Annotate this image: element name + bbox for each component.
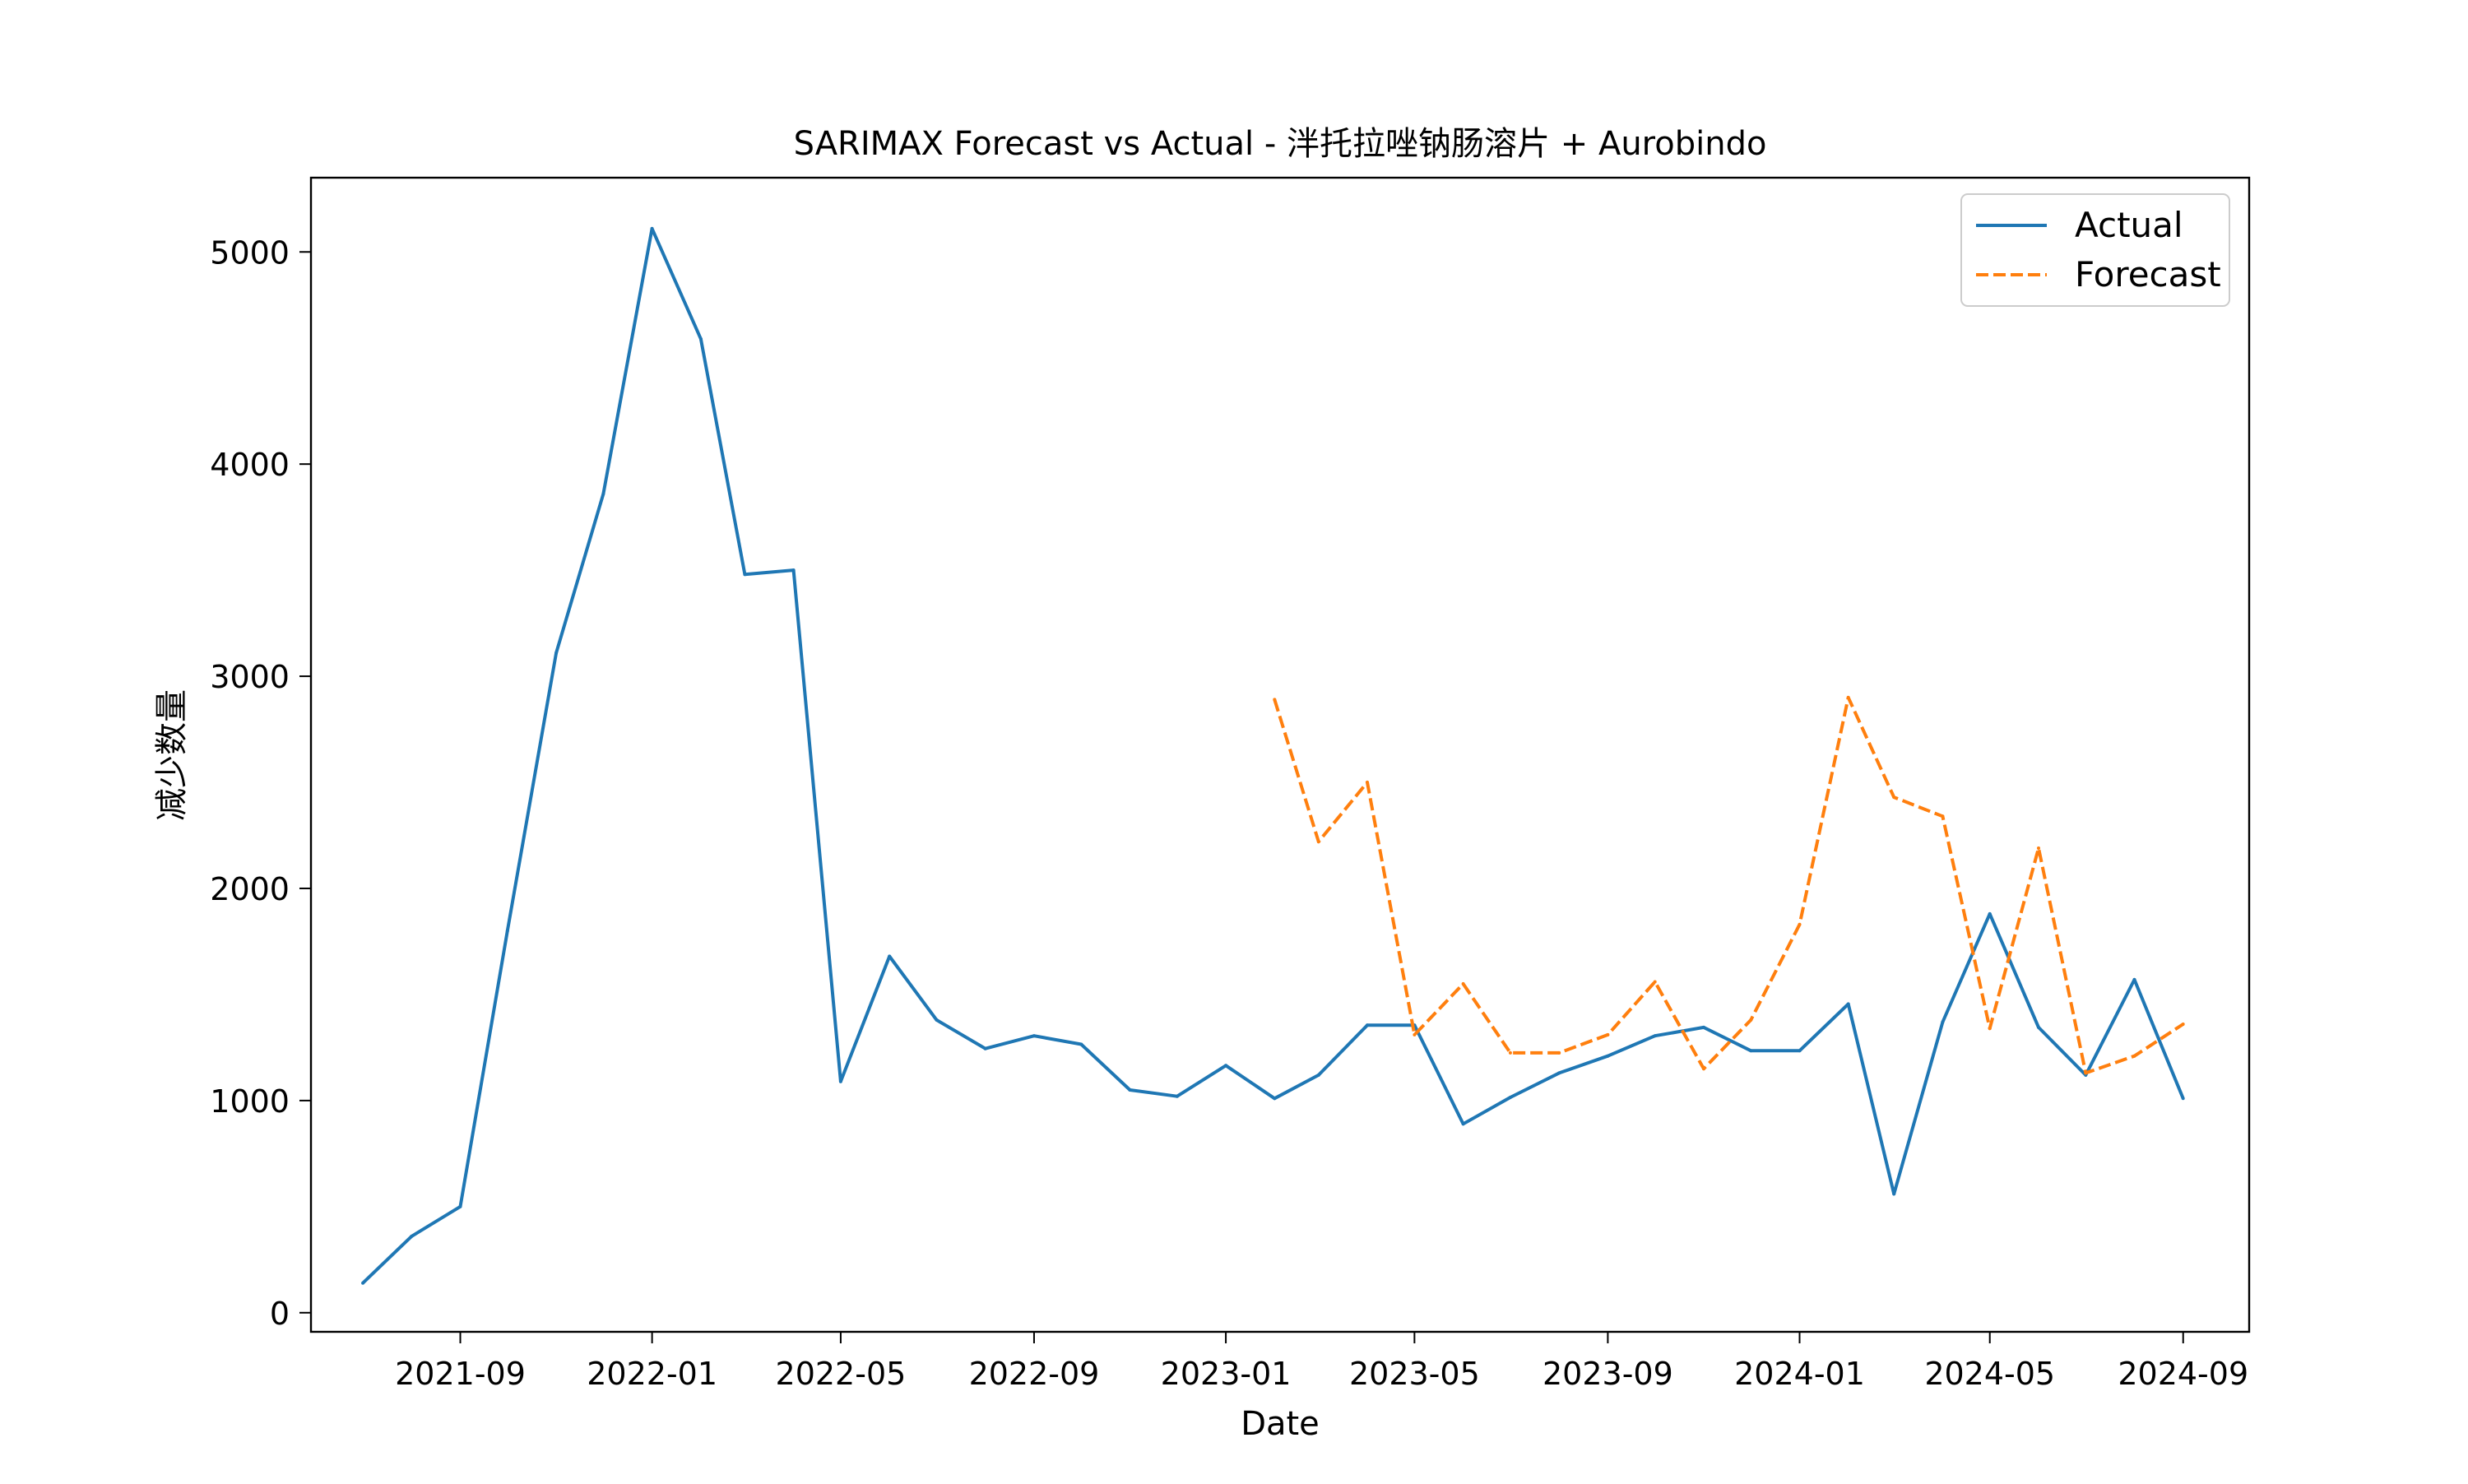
data-point-actual: [1557, 1071, 1561, 1075]
y-tick-label: 3000: [210, 659, 290, 695]
data-point-forecast: [2181, 1023, 2185, 1026]
data-point-actual: [361, 1281, 365, 1285]
data-point-actual: [1366, 1023, 1369, 1027]
x-tick-label: 2022-09: [969, 1356, 1100, 1392]
data-point-forecast: [2084, 1071, 2088, 1075]
data-point-forecast: [1653, 980, 1657, 984]
data-point-forecast: [1273, 698, 1277, 702]
x-tick-label: 2022-05: [776, 1356, 907, 1392]
data-point-forecast: [2132, 1054, 2136, 1058]
data-point-actual: [791, 568, 796, 573]
x-tick-label: 2021-09: [395, 1356, 526, 1392]
data-point-forecast: [1316, 840, 1320, 844]
data-point-forecast: [1892, 795, 1896, 800]
data-point-forecast: [1508, 1050, 1512, 1055]
data-point-forecast: [1461, 982, 1465, 985]
data-point-forecast: [1366, 781, 1369, 784]
data-point-actual: [698, 337, 703, 341]
legend-label-actual: Actual: [2075, 205, 2183, 245]
data-point-actual: [838, 1079, 842, 1083]
y-tick-label: 4000: [210, 447, 290, 483]
x-axis-label: Date: [1241, 1405, 1320, 1443]
data-point-actual: [2037, 1025, 2040, 1029]
data-point-actual: [458, 1204, 462, 1208]
y-axis: 0 1000 2000 3000 4000 5000: [210, 234, 311, 1332]
data-point-forecast: [1846, 695, 1850, 699]
y-tick-label: 1000: [210, 1083, 290, 1120]
data-point-actual: [1224, 1064, 1228, 1068]
data-point-forecast: [1941, 814, 1945, 819]
data-point-actual: [1846, 1002, 1850, 1006]
x-tick-label: 2024-05: [1924, 1356, 2055, 1392]
data-point-forecast: [1606, 1032, 1610, 1036]
x-tick-label: 2024-01: [1734, 1356, 1865, 1392]
data-point-actual: [1653, 1034, 1657, 1038]
legend: Actual Forecast: [1960, 193, 2230, 307]
x-axis: 2021-09 2022-01 2022-05 2022-09 2023-01 2023-…: [395, 1332, 2248, 1392]
data-point-actual: [1941, 1020, 1945, 1024]
y-tick-label: 5000: [210, 234, 290, 271]
data-point-forecast: [1413, 1032, 1417, 1036]
data-point-actual: [2132, 977, 2136, 981]
data-point-actual: [888, 954, 892, 958]
data-point-actual: [601, 492, 605, 496]
data-point-forecast: [1702, 1067, 1705, 1071]
data-point-actual: [1892, 1192, 1896, 1196]
data-point-actual: [2181, 1097, 2185, 1101]
data-point-actual: [1461, 1122, 1465, 1126]
data-point-actual: [410, 1234, 414, 1238]
y-axis-label: 减少数量: [153, 689, 191, 821]
x-tick-label: 2023-01: [1161, 1356, 1292, 1392]
data-point-actual: [1079, 1042, 1083, 1046]
data-point-actual: [935, 1018, 939, 1022]
data-point-forecast: [1988, 1027, 1992, 1031]
x-tick-label: 2022-01: [587, 1356, 717, 1392]
data-point-actual: [1316, 1073, 1320, 1077]
data-point-actual: [1749, 1049, 1753, 1053]
data-point-actual: [1128, 1088, 1132, 1092]
x-tick-label: 2023-09: [1542, 1356, 1673, 1392]
y-tick-label: 2000: [210, 871, 290, 907]
data-point-actual: [1508, 1096, 1512, 1099]
data-point-actual: [1273, 1097, 1277, 1101]
y-tick-label: 0: [270, 1296, 290, 1332]
data-point-forecast: [1798, 922, 1802, 926]
data-point-actual: [743, 573, 747, 577]
data-point-actual: [983, 1046, 987, 1050]
series-layer: [361, 226, 2185, 1285]
data-point-actual: [1988, 911, 1992, 916]
x-tick-label: 2024-09: [2118, 1356, 2248, 1392]
data-point-actual: [505, 929, 509, 933]
data-point-forecast: [2037, 846, 2040, 850]
data-point-actual: [1606, 1054, 1610, 1058]
data-point-actual: [1798, 1049, 1802, 1053]
data-point-actual: [1175, 1094, 1179, 1098]
data-point-forecast: [1557, 1050, 1561, 1055]
data-point-actual: [650, 226, 654, 230]
chart-title: SARIMAX Forecast vs Actual - 泮托拉唑钠肠溶片 + …: [794, 125, 1767, 163]
legend-box: [1960, 193, 2230, 307]
data-point-actual: [1032, 1034, 1036, 1038]
data-point-forecast: [1749, 1018, 1753, 1022]
legend-label-forecast: Forecast: [2075, 254, 2221, 294]
plot-frame: [309, 176, 2251, 1333]
data-point-actual: [554, 651, 559, 655]
series-line-forecast: [1273, 695, 2184, 1075]
data-point-actual: [1702, 1025, 1705, 1029]
x-tick-label: 2023-05: [1349, 1356, 1480, 1392]
